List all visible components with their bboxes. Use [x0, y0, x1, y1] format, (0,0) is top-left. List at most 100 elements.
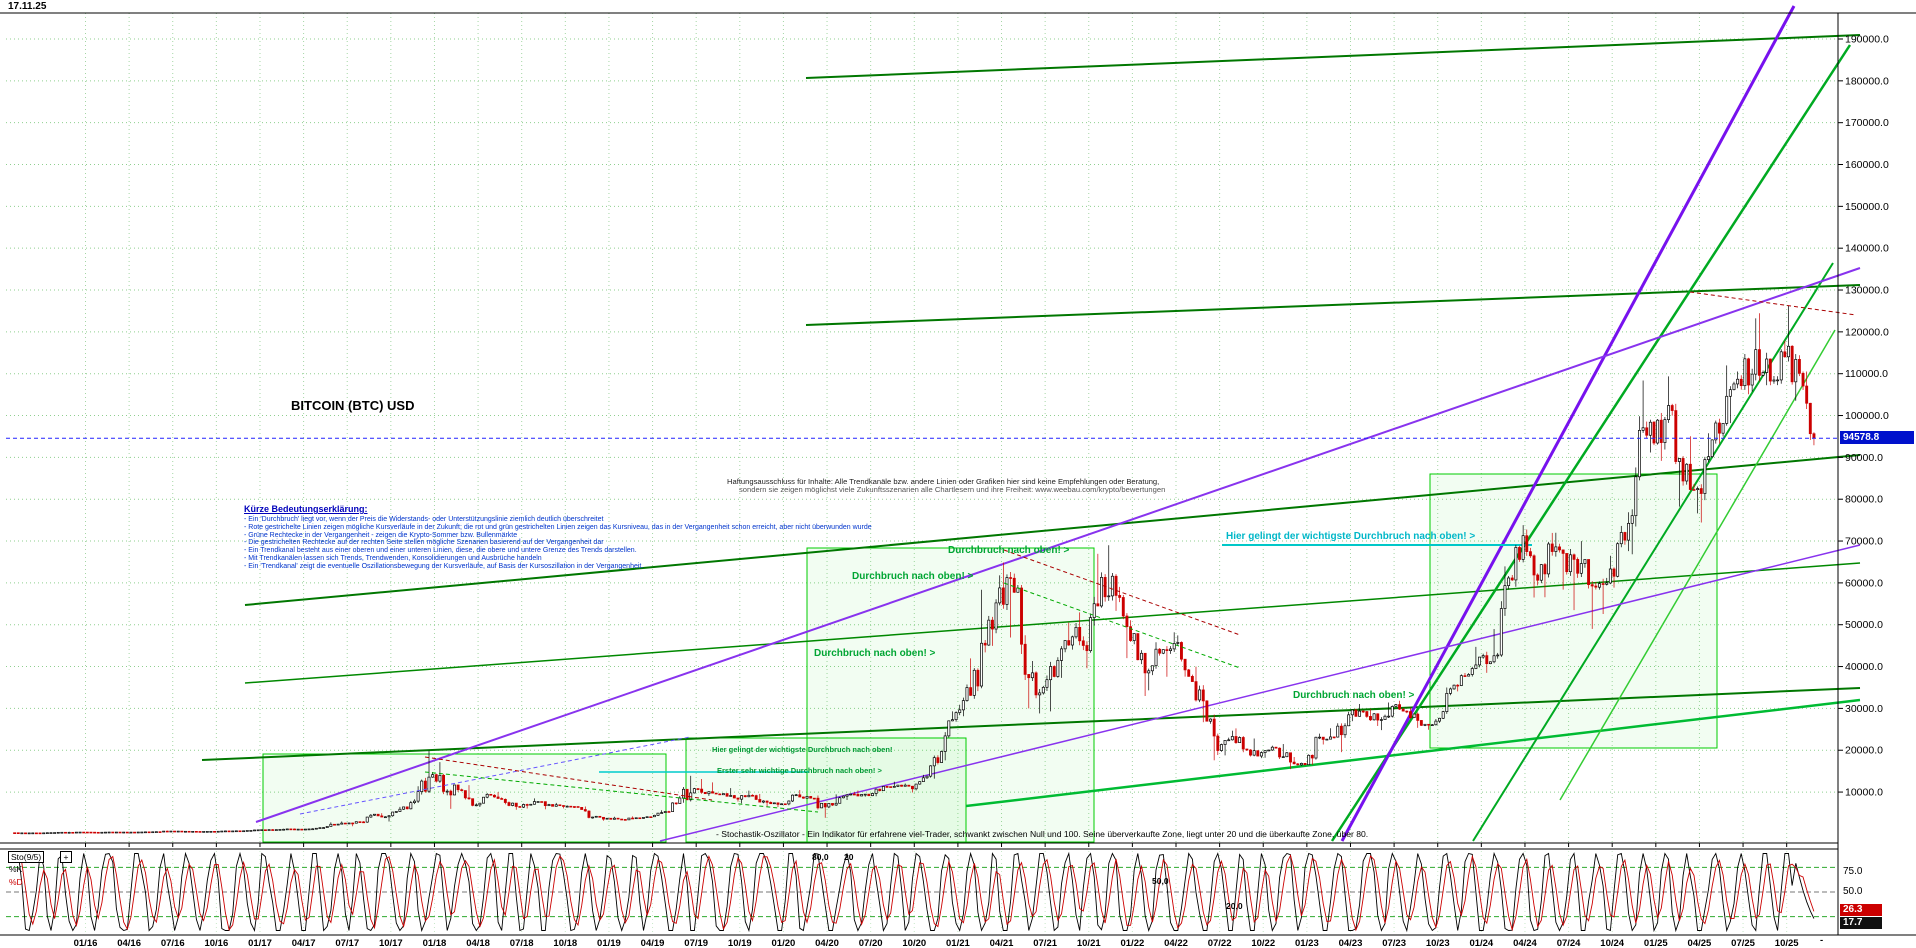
x-axis-label: 01/25 — [1644, 938, 1668, 948]
stoch-level-label-20: 20,0 — [1226, 901, 1243, 911]
indicator-add-button[interactable]: + — [60, 851, 72, 863]
y-axis-label: 70000.0 — [1845, 536, 1883, 548]
trendline[interactable] — [255, 267, 1861, 823]
y-axis-label: 140000.0 — [1845, 243, 1889, 255]
trendline[interactable] — [244, 562, 1861, 684]
x-axis-label: 01/18 — [423, 938, 447, 948]
x-axis-label: 07/23 — [1382, 938, 1406, 948]
y-axis-label: 20000.0 — [1845, 745, 1883, 757]
stochastic-description: - Stochastik-Oszillator - Ein Indikator … — [716, 829, 1369, 839]
x-axis-label: 10/25 — [1775, 938, 1799, 948]
x-axis-label: 07/19 — [684, 938, 708, 948]
trendline[interactable] — [965, 698, 1861, 808]
y-axis-label: 80000.0 — [1845, 494, 1883, 506]
trendline-dashed[interactable] — [424, 756, 713, 801]
x-axis-label: 01/19 — [597, 938, 621, 948]
explanation-line: - Rote gestrichelte Linien zeigen möglic… — [244, 523, 872, 531]
y-axis-label: 120000.0 — [1845, 326, 1889, 338]
y-axis-label: 180000.0 — [1845, 75, 1889, 87]
x-axis-label: 04/18 — [466, 938, 490, 948]
percent-d-value-tag: 26.3 — [1840, 904, 1882, 916]
x-axis-label: 04/22 — [1164, 938, 1188, 948]
trendline[interactable] — [244, 454, 1861, 606]
explanation-line: - Grüne Rechtecke in der Vergangenheit -… — [244, 531, 518, 539]
x-axis-label: 04/17 — [292, 938, 316, 948]
stochastic-indicator-label[interactable]: Sto(9/5) — [8, 851, 45, 863]
y-axis-label: 160000.0 — [1845, 159, 1889, 171]
stoch-level-label-20a: 20 — [844, 852, 854, 862]
x-axis-label: 07/22 — [1208, 938, 1232, 948]
stoch-level-label-80: 80,0 — [812, 852, 829, 862]
x-axis-label: 01/22 — [1120, 938, 1144, 948]
y-axis-label: 90000.0 — [1845, 452, 1883, 464]
x-axis-label: 07/21 — [1033, 938, 1057, 948]
chart-annotation: Hier gelingt der wichtigste Durchbruch n… — [1226, 531, 1476, 542]
chart-title: BITCOIN (BTC) USD — [291, 398, 415, 413]
trendline[interactable] — [201, 687, 1861, 761]
x-axis-label: 01/24 — [1469, 938, 1493, 948]
x-axis-label: 04/23 — [1339, 938, 1363, 948]
y-axis-label: 130000.0 — [1845, 285, 1889, 297]
stoch-k-line — [14, 851, 1815, 933]
x-axis-label: 07/16 — [161, 938, 185, 948]
x-axis-label: 04/16 — [117, 938, 141, 948]
trendline[interactable] — [659, 544, 1861, 842]
chart-annotation: Durchbruch nach oben! > — [814, 648, 936, 659]
trendline-dashed[interactable] — [1689, 291, 1857, 316]
axes-layer: 190000.0 180000.0 170000.0 160000.0 150000.0… — [0, 12, 1916, 948]
y-axis-label: 50000.0 — [1845, 619, 1883, 631]
explanation-line: - Ein Trendkanal besteht aus einer obere… — [244, 547, 637, 555]
trendline[interactable] — [1340, 5, 1796, 842]
x-axis-label: 07/25 — [1731, 938, 1755, 948]
y-axis-label: 30000.0 — [1845, 703, 1883, 715]
x-axis-label: 04/20 — [815, 938, 839, 948]
stochastic-layer — [6, 851, 1838, 933]
y-axis-label: 170000.0 — [1845, 117, 1889, 129]
chart-annotation: Durchbruch nach oben! > — [852, 571, 974, 582]
x-axis-label: 10/22 — [1251, 938, 1275, 948]
trendline[interactable] — [1559, 329, 1836, 801]
trendline[interactable] — [805, 34, 1861, 79]
percent-d-label: %D — [9, 877, 23, 887]
y-axis-label: 110000.0 — [1845, 368, 1888, 380]
disclaimer-line-2: sondern sie zeigen möglichst viele Zukun… — [739, 485, 1166, 494]
x-axis-label: 01/16 — [74, 938, 98, 948]
x-axis-label: 04/19 — [641, 938, 665, 948]
explanation-line: - Mit Trendkanälen lassen sich Trends, T… — [244, 554, 542, 562]
explanation-block: - Ein 'Durchbruch' liegt vor, wenn der P… — [244, 516, 872, 571]
chart-annotation: Durchbruch nach oben! > — [1293, 690, 1415, 701]
x-axis-label: 01/20 — [772, 938, 796, 948]
chart-annotation: Durchbruch nach oben! > — [948, 545, 1070, 556]
trendline[interactable] — [1472, 262, 1834, 842]
x-axis-label: 07/17 — [335, 938, 359, 948]
x-axis-label: 10/24 — [1600, 938, 1624, 948]
candles-layer — [13, 305, 1816, 835]
y-axis-label: 150000.0 — [1845, 201, 1889, 213]
x-axis-label: 01/21 — [946, 938, 970, 948]
x-axis-label: 10/18 — [553, 938, 577, 948]
scenario-box — [806, 547, 1095, 843]
y-axis-label: 100000.0 — [1845, 410, 1889, 422]
trendline[interactable] — [1330, 44, 1852, 842]
trendline-dashed[interactable] — [424, 771, 819, 813]
explanation-line: - Ein 'Durchbruch' liegt vor, wenn der P… — [244, 516, 604, 523]
explanation-line: - Die gestrichelten Rechtecke auf der re… — [244, 539, 604, 547]
x-axis-label: 10/21 — [1077, 938, 1101, 948]
x-axis-label: 10/23 — [1426, 938, 1450, 948]
chart-annotation: Erster sehr wichtige Durchbruch nach obe… — [717, 766, 882, 775]
x-axis-overflow-label: - — [1820, 935, 1824, 946]
last-price-tag: 94578.8 — [1840, 431, 1914, 444]
trendline[interactable] — [805, 284, 1861, 326]
stoch-scale-75: 75.0 — [1843, 866, 1863, 877]
x-axis-label: 10/19 — [728, 938, 752, 948]
explanation-title: Kürze Bedeutungserklärung: — [244, 504, 368, 514]
trendline-dashed[interactable] — [299, 736, 691, 815]
y-axis-label: 190000.0 — [1845, 34, 1889, 46]
x-axis-label: 01/23 — [1295, 938, 1319, 948]
x-axis-label: 04/21 — [990, 938, 1014, 948]
scenario-box — [685, 737, 967, 843]
y-axis-label: 60000.0 — [1845, 577, 1883, 589]
percent-k-label: %K — [9, 864, 23, 874]
